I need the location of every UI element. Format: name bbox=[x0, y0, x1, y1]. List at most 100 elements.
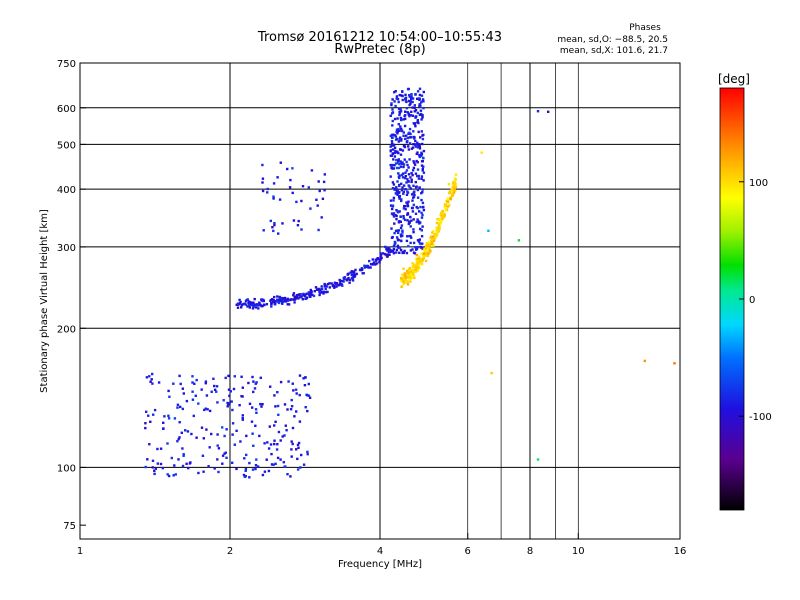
data-point bbox=[411, 262, 414, 265]
data-point bbox=[392, 252, 396, 255]
data-point bbox=[395, 97, 398, 100]
data-point bbox=[426, 250, 429, 254]
data-point bbox=[432, 244, 435, 247]
data-point bbox=[295, 392, 298, 395]
data-point bbox=[397, 151, 400, 155]
data-point bbox=[326, 290, 329, 294]
data-point bbox=[388, 247, 391, 251]
data-point bbox=[283, 296, 287, 300]
data-point bbox=[425, 247, 428, 250]
data-point bbox=[407, 112, 410, 115]
data-point bbox=[408, 114, 411, 118]
data-point bbox=[244, 467, 248, 471]
data-point bbox=[216, 433, 219, 436]
data-point bbox=[151, 459, 155, 462]
data-point bbox=[415, 220, 418, 224]
data-point bbox=[405, 193, 409, 196]
data-point bbox=[417, 143, 420, 147]
data-point bbox=[353, 273, 357, 277]
data-point bbox=[334, 282, 338, 286]
data-point bbox=[154, 467, 157, 470]
data-point bbox=[324, 287, 327, 291]
data-point bbox=[396, 132, 399, 135]
data-point bbox=[414, 115, 417, 118]
data-point bbox=[419, 260, 422, 264]
data-point bbox=[298, 393, 301, 397]
data-point bbox=[390, 103, 393, 107]
data-point bbox=[418, 186, 421, 189]
data-point bbox=[349, 271, 352, 274]
data-point bbox=[398, 162, 401, 166]
data-point bbox=[389, 199, 393, 202]
data-point bbox=[269, 219, 272, 223]
data-point bbox=[432, 230, 435, 233]
data-point bbox=[420, 216, 424, 219]
data-point bbox=[406, 202, 409, 206]
data-point bbox=[420, 211, 423, 215]
data-point bbox=[300, 199, 303, 203]
data-point bbox=[210, 390, 213, 393]
data-point bbox=[351, 279, 355, 282]
data-point bbox=[391, 112, 394, 115]
data-point bbox=[404, 208, 407, 211]
data-point bbox=[243, 302, 246, 305]
data-point bbox=[292, 219, 296, 222]
data-point bbox=[417, 177, 421, 180]
data-point bbox=[261, 163, 264, 167]
data-point bbox=[185, 399, 189, 403]
data-point bbox=[414, 109, 418, 112]
data-point bbox=[643, 359, 646, 363]
data-point bbox=[317, 228, 320, 232]
data-point bbox=[393, 155, 397, 158]
data-point bbox=[453, 188, 456, 191]
data-point bbox=[304, 406, 307, 409]
data-point bbox=[273, 223, 276, 227]
data-point bbox=[394, 104, 397, 108]
data-point bbox=[181, 407, 184, 411]
data-point bbox=[420, 177, 423, 180]
data-point bbox=[416, 111, 419, 115]
data-point bbox=[413, 276, 416, 280]
data-point bbox=[176, 406, 179, 409]
data-point bbox=[286, 297, 290, 301]
data-point bbox=[409, 266, 412, 270]
data-point bbox=[410, 180, 413, 184]
data-point bbox=[389, 175, 392, 178]
data-point bbox=[393, 222, 396, 225]
data-point bbox=[303, 384, 307, 387]
data-point bbox=[410, 97, 413, 100]
data-point bbox=[177, 437, 180, 441]
data-point bbox=[406, 178, 409, 181]
data-point bbox=[401, 176, 405, 179]
data-point bbox=[339, 280, 342, 283]
data-point bbox=[399, 110, 403, 113]
data-point bbox=[435, 221, 439, 225]
data-point bbox=[401, 251, 404, 255]
data-point bbox=[391, 235, 394, 239]
data-point bbox=[416, 262, 419, 265]
data-point bbox=[429, 249, 432, 252]
data-point bbox=[392, 167, 396, 170]
data-point bbox=[360, 267, 363, 270]
data-point bbox=[239, 440, 242, 443]
data-point bbox=[395, 128, 399, 131]
data-point bbox=[399, 233, 403, 236]
data-point bbox=[414, 270, 418, 274]
data-point bbox=[182, 453, 185, 456]
data-point bbox=[252, 444, 255, 447]
data-point bbox=[256, 304, 260, 307]
data-point bbox=[318, 293, 321, 297]
data-point bbox=[212, 377, 215, 380]
data-point bbox=[395, 191, 399, 194]
data-point bbox=[421, 142, 424, 146]
data-point bbox=[272, 300, 275, 304]
data-point bbox=[405, 160, 408, 164]
data-point bbox=[673, 362, 676, 365]
data-point bbox=[259, 376, 262, 379]
data-point bbox=[429, 235, 433, 238]
data-point bbox=[265, 303, 269, 306]
data-point bbox=[437, 219, 441, 222]
data-point bbox=[150, 378, 153, 381]
data-point bbox=[404, 188, 407, 191]
data-point bbox=[197, 402, 200, 405]
